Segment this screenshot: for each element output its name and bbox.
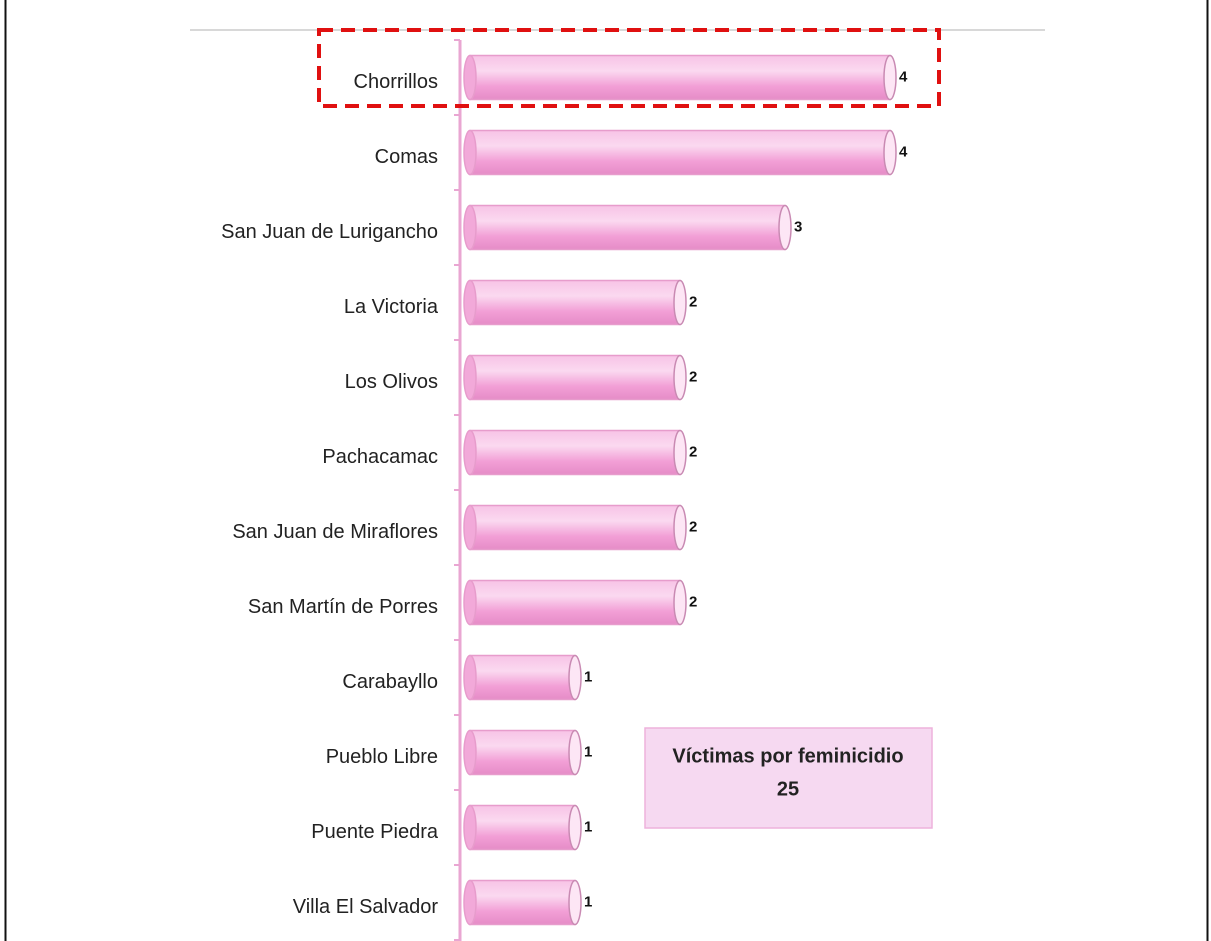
category-label: Puente Piedra xyxy=(311,821,439,843)
bar xyxy=(463,354,687,401)
value-label: 3 xyxy=(794,218,802,235)
bar xyxy=(463,54,897,101)
bar-body xyxy=(469,129,891,176)
category-label: Pueblo Libre xyxy=(326,746,438,768)
bar-end-cap xyxy=(673,279,687,326)
category-label: San Juan de Lurigancho xyxy=(221,221,438,243)
category-label: Chorrillos xyxy=(354,71,438,93)
bar xyxy=(463,279,687,326)
bar xyxy=(463,129,897,176)
bar-body xyxy=(469,429,681,476)
bar xyxy=(463,204,792,251)
value-label: 1 xyxy=(584,818,592,835)
bar-end-cap xyxy=(568,804,582,851)
bar-end-cap xyxy=(673,504,687,551)
bar-start-cap xyxy=(463,204,477,251)
bar xyxy=(463,579,687,626)
bar-end-cap xyxy=(568,879,582,926)
bar-body xyxy=(469,579,681,626)
annotation-box xyxy=(644,727,933,829)
value-label: 1 xyxy=(584,893,592,910)
category-label: Carabayllo xyxy=(342,671,438,693)
bar-body xyxy=(469,354,681,401)
bar-end-cap xyxy=(673,429,687,476)
bar-end-cap xyxy=(778,204,792,251)
value-label: 1 xyxy=(584,668,592,685)
category-label: San Juan de Miraflores xyxy=(232,521,438,543)
bar-start-cap xyxy=(463,579,477,626)
bar-start-cap xyxy=(463,429,477,476)
bar xyxy=(463,879,582,926)
highlight-box xyxy=(317,28,941,108)
bar-start-cap xyxy=(463,654,477,701)
bar-start-cap xyxy=(463,129,477,176)
annotation-title: Víctimas por feminicidio xyxy=(672,745,903,767)
value-label: 1 xyxy=(584,743,592,760)
bar-start-cap xyxy=(463,354,477,401)
bar-end-cap xyxy=(883,54,897,101)
bar xyxy=(463,504,687,551)
category-label: Comas xyxy=(375,146,438,168)
value-label: 2 xyxy=(689,593,697,610)
bar-end-cap xyxy=(568,654,582,701)
bar-start-cap xyxy=(463,504,477,551)
bar-body xyxy=(469,204,786,251)
bar-end-cap xyxy=(568,729,582,776)
bar-start-cap xyxy=(463,279,477,326)
bar-start-cap xyxy=(463,879,477,926)
category-label: Los Olivos xyxy=(345,371,438,393)
bar-end-cap xyxy=(673,354,687,401)
bar-start-cap xyxy=(463,804,477,851)
bar-start-cap xyxy=(463,54,477,101)
category-label: San Martín de Porres xyxy=(248,596,438,618)
bars: 4 4 3 2 2 2 2 2 1 1 1 1 xyxy=(463,54,908,926)
bar xyxy=(463,804,582,851)
value-label: 2 xyxy=(689,518,697,535)
bar-end-cap xyxy=(673,579,687,626)
annotation-value: 25 xyxy=(777,778,799,800)
value-label: 2 xyxy=(689,293,697,310)
bar xyxy=(463,654,582,701)
bar-body xyxy=(469,54,891,101)
bar-body xyxy=(469,879,576,926)
bar-body xyxy=(469,504,681,551)
bar-body xyxy=(469,804,576,851)
bar xyxy=(463,729,582,776)
bar xyxy=(463,429,687,476)
value-label: 4 xyxy=(899,143,908,160)
value-label: 4 xyxy=(899,68,908,85)
value-label: 2 xyxy=(689,443,697,460)
category-label: Villa El Salvador xyxy=(293,896,439,918)
category-label: La Victoria xyxy=(344,296,439,318)
frame xyxy=(4,0,1209,941)
category-label: Pachacamac xyxy=(322,446,438,468)
bar-body xyxy=(469,279,681,326)
bar-start-cap xyxy=(463,729,477,776)
bar-end-cap xyxy=(883,129,897,176)
bar-body xyxy=(469,654,576,701)
value-label: 2 xyxy=(689,368,697,385)
bar-body xyxy=(469,729,576,776)
